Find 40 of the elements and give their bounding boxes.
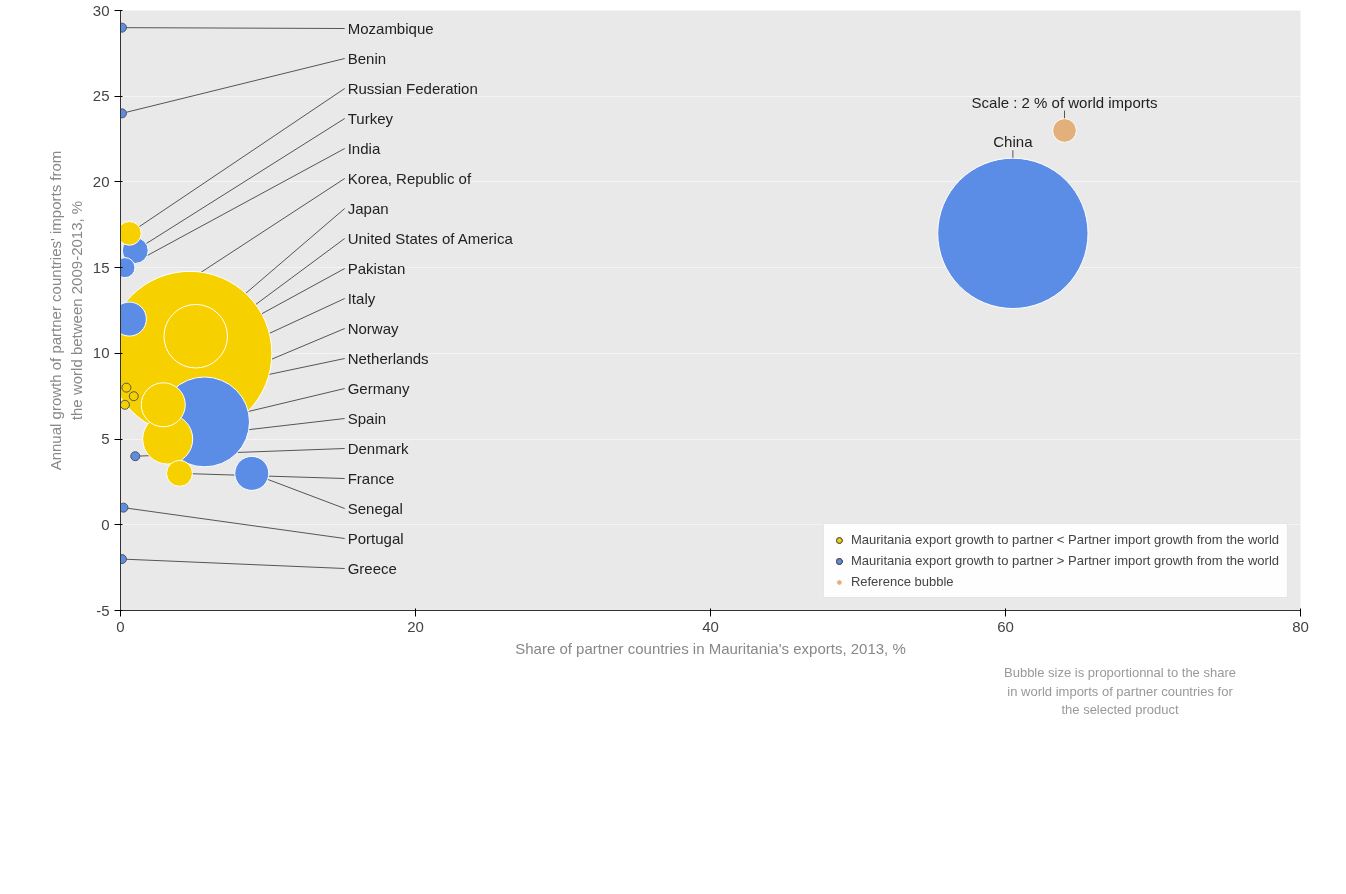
annotation: Turkey	[347, 110, 394, 127]
annotation: Mozambique	[347, 20, 434, 37]
y-tick-label: -5	[96, 601, 110, 619]
y-tick-label: 0	[101, 515, 110, 533]
annotation: Portugal	[347, 530, 404, 547]
x-tick-label: 80	[1292, 617, 1309, 635]
annotation: Senegal	[347, 500, 403, 517]
annotation: Benin	[347, 50, 387, 67]
legend-label: Reference bubble	[850, 574, 954, 589]
annotation: Spain	[347, 410, 387, 427]
annotation: Korea, Republic of	[347, 170, 472, 187]
annotation: Greece	[347, 560, 397, 577]
annotation: Japan	[347, 200, 389, 217]
y-tick-label: 15	[92, 258, 110, 276]
annotation: India	[347, 140, 381, 157]
annotation: France	[347, 470, 395, 487]
annotation: Russian Federation	[347, 80, 478, 97]
text: Bubble size is proportionnal to the share in world imports of partner countries for the selected product	[1003, 664, 1237, 720]
x-tick-label: 20	[407, 617, 424, 635]
y-tick-label: 20	[92, 172, 110, 190]
annotation: Pakistan	[347, 260, 406, 277]
legend-label: Mauritania export growth to partner > Partner import growth from the world	[850, 553, 1279, 568]
y-tick-label: 25	[92, 87, 110, 105]
x-tick-label: 0	[116, 617, 125, 635]
x-axis-title: Share of partner countries in Mauritania's exports, 2013, %	[515, 639, 906, 657]
annotation: Scale : 2 % of world imports	[971, 93, 1158, 111]
annotation: United States of America	[347, 230, 514, 247]
annotation: Norway	[347, 320, 400, 337]
annotation: Germany	[347, 380, 410, 397]
annotation: Netherlands	[347, 350, 429, 367]
x-tick-label: 40	[702, 617, 719, 635]
y-axis-title: Annual growth of partner countries' imports from the world between 2009-2013, %	[47, 150, 85, 471]
y-tick-label: 5	[101, 430, 110, 448]
annotation: China	[993, 133, 1034, 151]
x-tick-label: 60	[997, 617, 1014, 635]
annotation: Denmark	[347, 440, 410, 457]
annotation: Italy	[347, 290, 376, 307]
y-tick-label: 30	[92, 1, 110, 19]
legend-label: Mauritania export growth to partner < Partner import growth from the world	[850, 532, 1279, 547]
y-tick-label: 10	[92, 344, 110, 362]
